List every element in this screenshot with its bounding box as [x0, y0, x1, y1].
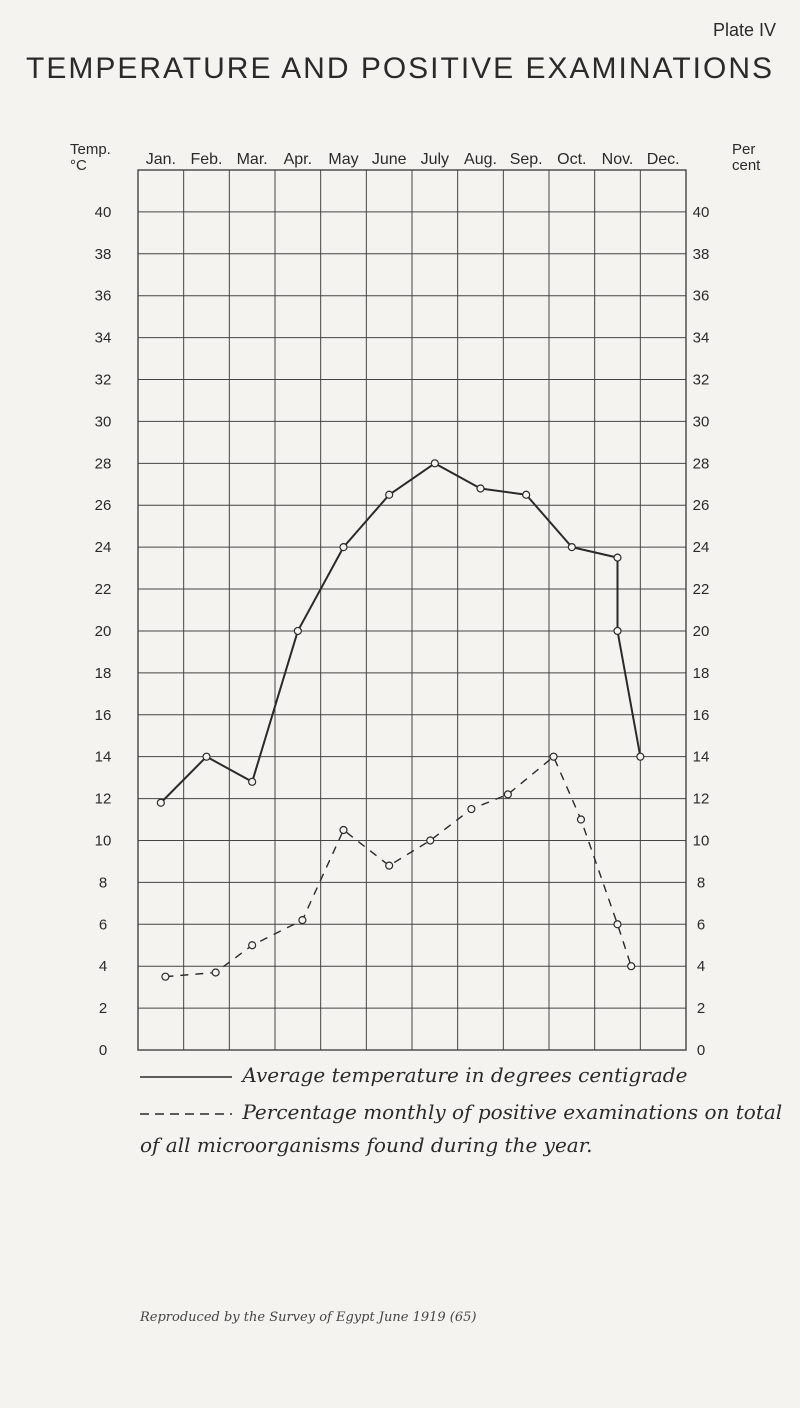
credit-note: Reproduced by the Survey of Egypt June 1…: [140, 1310, 477, 1325]
y-tick-label-left: 2: [99, 1000, 107, 1017]
y-tick-label-right: 36: [693, 288, 710, 305]
month-label: Feb.: [190, 151, 222, 168]
y-tick-label-left: 34: [95, 330, 112, 347]
positive-exams-point: [211, 968, 220, 977]
month-label: Aug.: [464, 151, 497, 168]
y-tick-label-right: 14: [693, 749, 710, 766]
month-label: Mar.: [237, 151, 268, 168]
positive-exams-point: [426, 836, 435, 845]
positive-exams-point: [549, 752, 558, 761]
left-axis-unit-line2: °C: [70, 157, 87, 174]
y-tick-label-left: 12: [95, 791, 112, 808]
legend-dashed-line2: of all microorganisms found during the y…: [140, 1133, 593, 1157]
month-label: Apr.: [284, 151, 312, 168]
y-tick-label-right: 0: [697, 1042, 705, 1059]
temperature-point: [430, 459, 439, 468]
y-tick-label-left: 30: [95, 413, 112, 430]
y-tick-label-right: 2: [697, 1000, 705, 1017]
right-axis-unit-line2: cent: [732, 157, 761, 174]
y-tick-label-right: 8: [697, 874, 705, 891]
positive-exams-point: [613, 920, 622, 929]
y-tick-label-left: 40: [95, 204, 112, 221]
y-tick-label-right: 22: [693, 581, 710, 598]
y-tick-label-right: 32: [693, 372, 710, 389]
y-tick-label-left: 18: [95, 665, 112, 682]
positive-exams-point: [298, 915, 307, 925]
temperature-point: [636, 752, 645, 761]
positive-exams-point: [627, 962, 636, 971]
month-label: Nov.: [602, 151, 634, 168]
y-tick-label-left: 28: [95, 455, 112, 472]
y-tick-label-right: 20: [693, 623, 710, 640]
temperature-line: [160, 462, 642, 804]
temperature-point: [248, 777, 257, 786]
temperature-point: [567, 543, 576, 552]
y-tick-label-right: 34: [693, 330, 710, 347]
y-tick-label-left: 38: [95, 246, 112, 263]
y-tick-label-right: 4: [697, 958, 705, 975]
y-tick-label-right: 24: [693, 539, 710, 556]
y-tick-label-right: 18: [693, 665, 710, 682]
positive-exams-point: [161, 972, 170, 981]
temperature-point: [613, 553, 622, 562]
y-tick-label-left: 14: [95, 749, 112, 766]
y-tick-label-left: 16: [95, 707, 112, 724]
right-axis-unit-line1: Per: [732, 141, 756, 158]
plate-number: Plate IV: [712, 20, 776, 40]
temperature-point: [613, 626, 622, 636]
y-tick-label-left: 32: [95, 372, 112, 389]
temperature-point: [385, 490, 394, 499]
temperature-point: [202, 752, 211, 761]
legend-solid-label: Average temperature in degrees centigrad…: [242, 1063, 688, 1087]
y-tick-label-right: 38: [693, 246, 710, 263]
month-label: June: [372, 151, 407, 168]
y-tick-label-right: 12: [693, 791, 710, 808]
y-tick-label-left: 26: [95, 497, 112, 514]
temperature-point: [476, 484, 485, 493]
y-tick-label-left: 6: [99, 916, 107, 933]
month-label: Sep.: [510, 151, 543, 168]
left-axis-unit: Temp. °C: [70, 142, 111, 174]
temperature-point: [339, 543, 348, 552]
y-tick-label-left: 8: [99, 874, 107, 891]
month-label: Oct.: [557, 151, 586, 168]
temperature-point: [293, 626, 302, 636]
y-tick-label-right: 26: [693, 497, 710, 514]
positive-exams-point: [576, 815, 586, 824]
legend-solid: Average temperature in degrees centigrad…: [140, 1063, 687, 1087]
positive-exams-point: [467, 804, 476, 814]
y-tick-label-left: 4: [99, 958, 107, 975]
y-tick-label-right: 40: [693, 204, 710, 221]
positive-exams-point: [385, 861, 394, 870]
y-tick-label-right: 6: [697, 916, 705, 933]
chart-title: TEMPERATURE AND POSITIVE EXAMINATIONS: [26, 52, 774, 85]
month-label: May: [328, 151, 358, 168]
legend-solid-swatch: [140, 1075, 232, 1078]
positive-exams-point: [339, 825, 348, 835]
y-tick-label-right: 30: [693, 413, 710, 430]
month-label: Dec.: [647, 151, 680, 168]
y-tick-label-left: 22: [95, 581, 112, 598]
y-tick-label-left: 0: [99, 1042, 107, 1059]
y-tick-label-right: 28: [693, 455, 710, 472]
legend-dashed-label: Percentage monthly of positive examinati…: [242, 1100, 783, 1124]
y-tick-label-left: 20: [95, 623, 112, 640]
temperature-point: [522, 490, 531, 499]
y-tick-label-right: 16: [693, 707, 710, 724]
y-tick-label-right: 10: [693, 832, 710, 849]
left-axis-unit-line1: Temp.: [70, 141, 111, 158]
positive-exams-line: [165, 755, 632, 978]
month-label: July: [421, 151, 449, 168]
legend-dashed: Percentage monthly of positive examinati…: [140, 1100, 782, 1124]
positive-exams-point: [248, 941, 257, 950]
legend-dashed-swatch: [140, 1112, 232, 1115]
y-tick-label-left: 36: [95, 288, 112, 305]
positive-exams-point: [503, 790, 512, 799]
y-tick-label-left: 24: [95, 539, 112, 556]
y-tick-label-left: 10: [95, 832, 112, 849]
right-axis-unit: Per cent: [732, 142, 760, 174]
month-label: Jan.: [146, 151, 176, 168]
temperature-point: [156, 798, 165, 807]
